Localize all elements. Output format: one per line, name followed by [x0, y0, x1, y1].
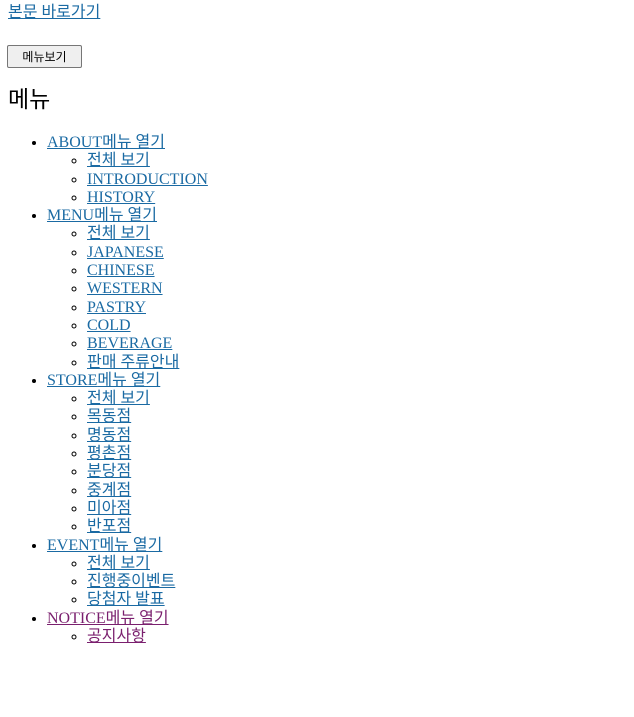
nav-store-myeongdong-link[interactable]: 명동점: [87, 426, 132, 444]
list-item: 목동점: [87, 408, 208, 426]
nav-menu-cold-link[interactable]: COLD: [87, 316, 131, 334]
nav-store-pyeongchon-link[interactable]: 평촌점: [87, 445, 132, 463]
nav-menu-pastry-link[interactable]: PASTRY: [87, 298, 146, 316]
nav-about-submenu: 전체 보기 INTRODUCTION HISTORY: [47, 152, 208, 207]
nav-event-submenu: 전체 보기 진행중이벤트 당첨자 발표: [47, 555, 208, 610]
nav-menu-submenu: 전체 보기 JAPANESE CHINESE WESTERN PASTRY CO…: [47, 225, 208, 371]
nav-event-all-link[interactable]: 전체 보기: [87, 554, 150, 572]
list-item: 공지사항: [87, 628, 208, 646]
nav-about-all-link[interactable]: 전체 보기: [87, 152, 150, 170]
list-item: 진행중이벤트: [87, 573, 208, 591]
nav-menu-western-link[interactable]: WESTERN: [87, 280, 163, 298]
nav-menu-japanese-link[interactable]: JAPANESE: [87, 243, 164, 261]
list-item: 당첨자 발표: [87, 591, 208, 609]
nav-menu-open-text: 메뉴 열기: [94, 207, 157, 225]
list-item: BEVERAGE: [87, 335, 208, 353]
list-item: CHINESE: [87, 262, 208, 280]
nav-store-all-link[interactable]: 전체 보기: [87, 390, 150, 408]
nav-store-bundang-link[interactable]: 분당점: [87, 463, 132, 481]
nav-group-store: STORE메뉴 열기 전체 보기 목동점 명동점 평촌점 분당점 중계점 미아점…: [47, 372, 208, 537]
list-item: 미아점: [87, 500, 208, 518]
nav-menu-all-link[interactable]: 전체 보기: [87, 225, 150, 243]
main-nav: ABOUT메뉴 열기 전체 보기 INTRODUCTION HISTORY ME…: [0, 134, 208, 646]
list-item: 평촌점: [87, 445, 208, 463]
nav-notice-open-text: 메뉴 열기: [105, 609, 169, 627]
nav-about-history-link[interactable]: HISTORY: [87, 188, 156, 206]
nav-menu-chinese-link[interactable]: CHINESE: [87, 262, 155, 280]
nav-event-open-text: 메뉴 열기: [99, 536, 163, 554]
nav-store-submenu: 전체 보기 목동점 명동점 평촌점 분당점 중계점 미아점 반포점: [47, 390, 208, 536]
nav-notice-label: NOTICE: [47, 609, 106, 627]
menu-open-button[interactable]: 메뉴보기: [7, 45, 82, 68]
nav-about-open-text: 메뉴 열기: [102, 134, 165, 151]
list-item: 명동점: [87, 427, 208, 445]
nav-group-event: EVENT메뉴 열기 전체 보기 진행중이벤트 당첨자 발표: [47, 537, 208, 610]
nav-store-mia-link[interactable]: 미아점: [87, 499, 132, 517]
nav-store-label: STORE: [47, 371, 98, 389]
list-item: 중계점: [87, 482, 208, 500]
list-item: 판매 주류안내: [87, 354, 208, 372]
nav-store-open-text: 메뉴 열기: [97, 371, 161, 389]
list-item: 반포점: [87, 518, 208, 536]
list-item: JAPANESE: [87, 244, 208, 262]
nav-group-about: ABOUT메뉴 열기 전체 보기 INTRODUCTION HISTORY: [47, 134, 208, 207]
nav-notice-announcements-link[interactable]: 공지사항: [87, 628, 146, 646]
nav-notice-toggle[interactable]: NOTICE메뉴 열기: [47, 610, 169, 627]
list-item: WESTERN: [87, 280, 208, 298]
nav-event-label: EVENT: [47, 536, 100, 554]
menu-heading: 메뉴: [8, 87, 51, 112]
nav-menu-toggle[interactable]: MENU메뉴 열기: [47, 207, 157, 224]
list-item: 전체 보기: [87, 390, 208, 408]
nav-store-toggle[interactable]: STORE메뉴 열기: [47, 372, 160, 389]
nav-store-mokdong-link[interactable]: 목동점: [87, 408, 132, 426]
list-item: PASTRY: [87, 299, 208, 317]
list-item: COLD: [87, 317, 208, 335]
nav-menu-liquor-link[interactable]: 판매 주류안내: [87, 353, 180, 371]
nav-event-ongoing-link[interactable]: 진행중이벤트: [87, 573, 176, 591]
nav-store-banpo-link[interactable]: 반포점: [87, 518, 132, 536]
list-item: INTRODUCTION: [87, 171, 208, 189]
nav-about-label: ABOUT: [47, 134, 103, 151]
nav-about-introduction-link[interactable]: INTRODUCTION: [87, 170, 208, 188]
nav-store-junggye-link[interactable]: 중계점: [87, 481, 132, 499]
list-item: 전체 보기: [87, 152, 208, 170]
list-item: HISTORY: [87, 189, 208, 207]
nav-group-notice: NOTICE메뉴 열기 공지사항: [47, 610, 208, 647]
nav-about-toggle[interactable]: ABOUT메뉴 열기: [47, 134, 165, 151]
list-item: 분당점: [87, 463, 208, 481]
nav-event-toggle[interactable]: EVENT메뉴 열기: [47, 537, 162, 554]
nav-notice-submenu: 공지사항: [47, 628, 208, 646]
list-item: 전체 보기: [87, 225, 208, 243]
skip-to-content-link[interactable]: 본문 바로가기: [8, 4, 101, 21]
nav-menu-beverage-link[interactable]: BEVERAGE: [87, 335, 173, 353]
nav-menu-label: MENU: [47, 207, 95, 225]
list-item: 전체 보기: [87, 555, 208, 573]
nav-event-winners-link[interactable]: 당첨자 발표: [87, 591, 165, 609]
nav-group-menu: MENU메뉴 열기 전체 보기 JAPANESE CHINESE WESTERN…: [47, 207, 208, 372]
